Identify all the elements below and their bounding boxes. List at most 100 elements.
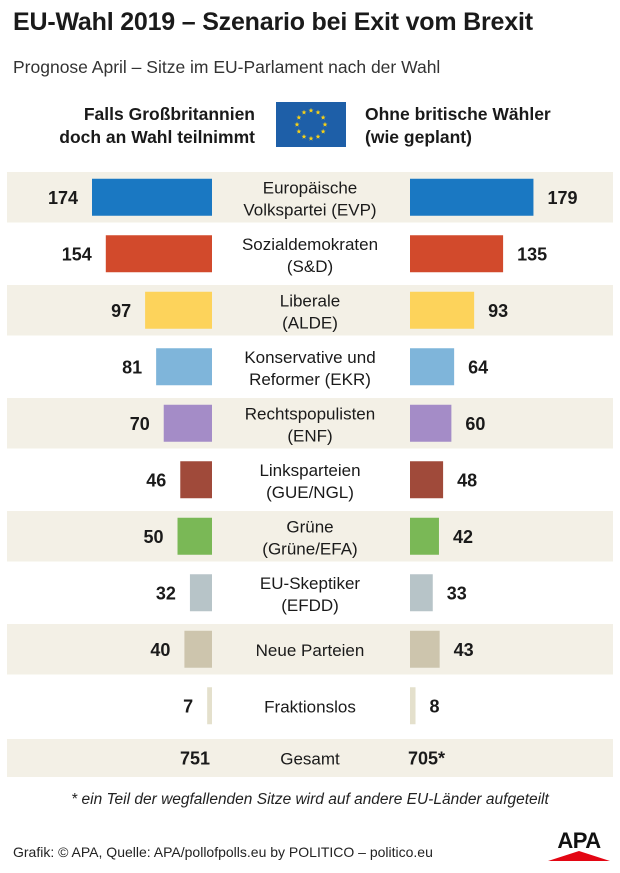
value-label-right: 8 [430,696,440,716]
bar-right [410,291,475,329]
value-label-right: 93 [488,301,508,321]
category-label-line2: Reformer (EKR) [249,370,371,389]
value-label-right: 60 [465,414,485,434]
header-left-line2: doch an Wahl teilnimmt [59,127,255,147]
category-label-line2: (Grüne/EFA) [262,539,357,558]
value-label-right: 48 [457,470,477,490]
footnote: * ein Teil der wegfallenden Sitze wird a… [71,791,549,808]
value-label-left: 32 [156,583,176,603]
category-label-line2: (S&D) [287,257,333,276]
value-label-right: 179 [547,188,577,208]
flag-star-icon [315,109,321,115]
apa-logo: APA [548,828,610,861]
value-label-left: 40 [150,640,170,660]
bar-left [105,235,212,273]
bar-left [184,630,212,668]
total-value-right: 705* [408,749,445,769]
row-background [7,567,613,618]
bar-right [410,687,416,725]
chart-row: 70 60 Rechtspopulisten (ENF) [7,398,613,449]
flag-star-icon [308,107,314,113]
row-background [7,511,613,562]
bar-right [410,630,440,668]
value-label-left: 46 [146,470,166,490]
bar-right [410,348,455,386]
chart-row: 32 33 EU-Skeptiker (EFDD) [7,567,613,618]
chart-row: 81 64 Konservative und Reformer (EKR) [7,341,613,392]
row-background [7,341,613,392]
value-label-right: 43 [454,640,474,660]
chart-row: 7 8 Fraktionslos [7,680,613,731]
row-background [7,454,613,505]
source-credit: Grafik: © APA, Quelle: APA/pollofpolls.e… [13,844,433,860]
category-label: Fraktionslos [264,697,356,716]
flag-star-icon [320,114,326,120]
total-background [7,739,613,777]
bar-left [177,517,212,555]
value-label-right: 64 [468,357,488,377]
bar-right [410,404,452,442]
flag-star-icon [301,134,307,139]
value-label-left: 7 [183,696,193,716]
category-label: Sozialdemokraten [242,235,378,254]
value-label-left: 70 [130,414,150,434]
bar-left [180,461,212,499]
category-label: Konservative und [244,348,375,367]
bar-right [410,178,534,216]
category-label: Liberale [280,291,341,310]
category-label: Europäische [263,178,358,197]
chart-row: 97 93 Liberale (ALDE) [7,285,613,336]
row-background [7,398,613,449]
value-label-left: 154 [62,244,92,264]
row-background [7,624,613,675]
total-row: 751 Gesamt 705* [7,739,613,777]
page-subtitle: Prognose April – Sitze im EU-Parlament n… [13,57,441,77]
chart-row: 40 43 Neue Parteien [7,624,613,675]
bar-right [410,235,504,273]
value-label-right: 135 [517,244,547,264]
total-value-left: 751 [180,749,210,769]
bar-left [189,574,212,612]
page-title: EU-Wahl 2019 – Szenario bei Exit vom Bre… [13,8,533,36]
chart-row: 46 48 Linksparteien (GUE/NGL) [7,454,613,505]
value-label-left: 50 [143,527,163,547]
header-left-line1: Falls Großbritannien [83,104,255,124]
row-background [7,680,613,731]
category-label: Grüne [286,517,333,536]
category-label-line2: (EFDD) [281,596,339,615]
category-label-line2: (ENF) [287,426,332,445]
flag-star-icon [301,109,307,115]
bar-right [410,574,433,612]
header-right-line2: (wie geplant) [365,127,472,147]
flag-star-icon [320,128,326,134]
header-right-line1: Ohne britische Wähler [365,104,551,124]
bar-left [92,178,212,216]
value-label-right: 33 [447,583,467,603]
flag-star-icon [296,128,302,134]
svg-text:APA: APA [557,828,601,853]
bar-left [156,348,212,386]
bar-left [207,687,212,725]
flag-star-icon [322,121,328,127]
category-label: Rechtspopulisten [245,404,375,423]
bar-right [410,517,439,555]
row-background [7,285,613,336]
flag-star-icon [294,121,300,127]
category-label: Neue Parteien [256,641,365,660]
bar-right [410,461,444,499]
chart-row: 174 179 Europäische Volkspartei (EVP) [7,172,613,223]
bar-left [163,404,212,442]
header-left: Falls Großbritannien doch an Wahl teilni… [59,103,255,149]
chart-row: 50 42 Grüne (Grüne/EFA) [7,511,613,562]
flag-star-icon [315,134,321,139]
header-right: Ohne britische Wähler (wie geplant) [365,103,551,149]
chart-row: 154 135 Sozialdemokraten (S&D) [7,228,613,279]
value-label-left: 174 [48,188,78,208]
value-label-right: 42 [453,527,473,547]
eu-flag-icon [276,102,346,147]
value-label-left: 81 [122,357,142,377]
flag-star-icon [308,135,314,141]
flag-star-icon [296,114,302,120]
category-label: Linksparteien [259,461,360,480]
